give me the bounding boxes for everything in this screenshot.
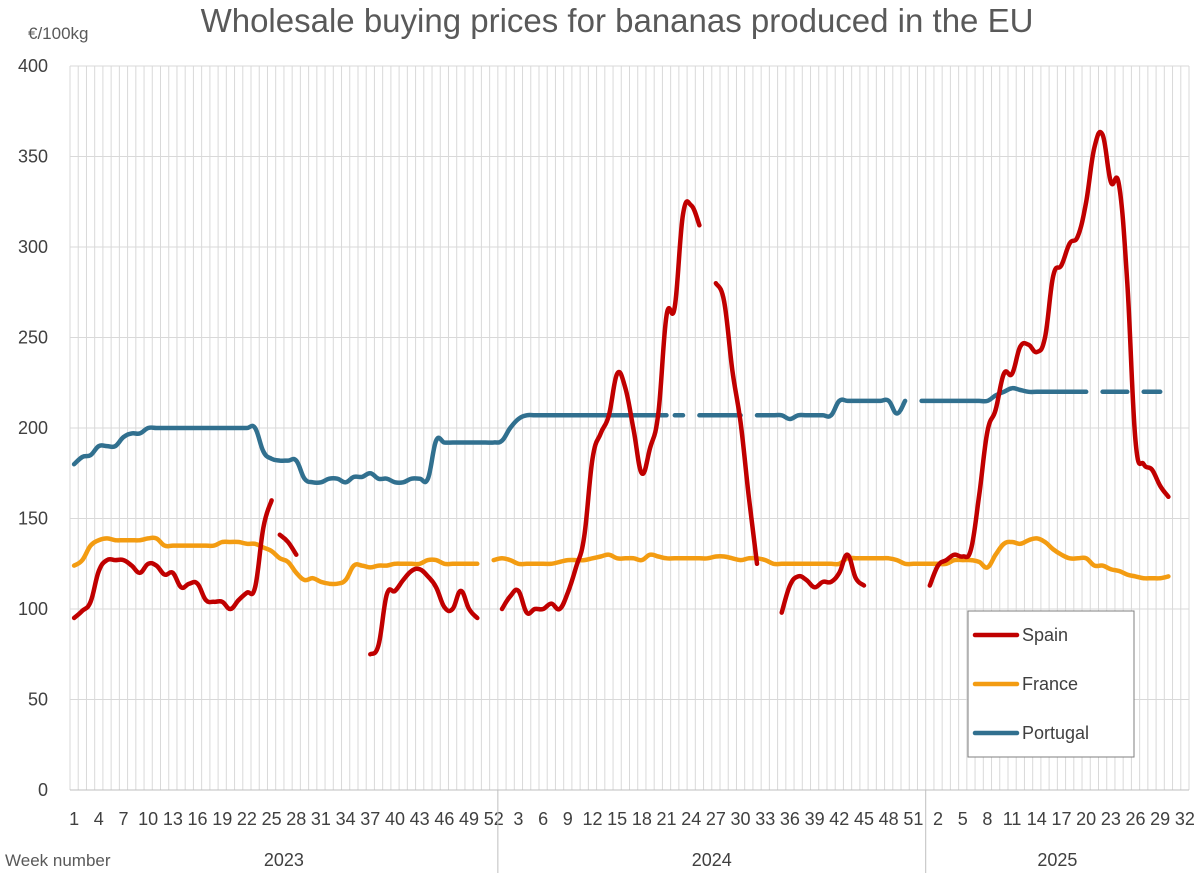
x-tick-label: 39	[805, 809, 825, 829]
x-tick-label: 10	[138, 809, 158, 829]
x-tick-label: 45	[854, 809, 874, 829]
x-tick-label: 13	[163, 809, 183, 829]
year-label: 2023	[264, 850, 304, 870]
series-france	[71, 535, 1171, 587]
x-tick-label: 37	[360, 809, 380, 829]
x-tick-label: 4	[94, 809, 104, 829]
x-tick-label: 16	[188, 809, 208, 829]
legend-label-portugal: Portugal	[1022, 723, 1089, 743]
x-tick-label: 19	[212, 809, 232, 829]
y-tick-label: 250	[18, 328, 48, 348]
x-tick-label: 27	[706, 809, 726, 829]
x-tick-label: 9	[563, 809, 573, 829]
x-tick-label: 40	[385, 809, 405, 829]
x-tick-label: 48	[879, 809, 899, 829]
legend-label-spain: Spain	[1022, 625, 1068, 645]
x-tick-label: 23	[1101, 809, 1121, 829]
x-tick-label: 49	[459, 809, 479, 829]
series-line-spain	[713, 280, 760, 567]
series-lines	[71, 129, 1171, 657]
x-tick-label: 26	[1126, 809, 1146, 829]
y-tick-label: 350	[18, 147, 48, 167]
year-label: 2024	[692, 850, 732, 870]
y-tick-label: 200	[18, 418, 48, 438]
x-tick-label: 25	[262, 809, 282, 829]
x-tick-label: 18	[632, 809, 652, 829]
x-tick-label: 20	[1076, 809, 1096, 829]
x-tick-label: 21	[657, 809, 677, 829]
legend-label-france: France	[1022, 674, 1078, 694]
y-tick-label: 100	[18, 599, 48, 619]
y-tick-label: 150	[18, 509, 48, 529]
x-tick-label: 31	[311, 809, 331, 829]
y-tick-label: 400	[18, 56, 48, 76]
y-tick-label: 0	[38, 780, 48, 800]
series-line-france	[491, 536, 1171, 581]
chart-title: Wholesale buying prices for bananas prod…	[201, 2, 1034, 39]
legend: Spain France Portugal	[967, 610, 1135, 758]
x-tick-label: 29	[1150, 809, 1170, 829]
series-line-spain	[779, 552, 867, 615]
series-spain	[71, 129, 1171, 657]
x-tick-label: 34	[336, 809, 356, 829]
x-tick-label: 51	[903, 809, 923, 829]
x-tick-label: 30	[731, 809, 751, 829]
x-tick-label: 36	[780, 809, 800, 829]
series-line-spain	[927, 129, 1171, 588]
x-tick-label: 28	[286, 809, 306, 829]
x-tick-label: 14	[1027, 809, 1047, 829]
series-line-portugal	[919, 385, 1089, 404]
x-tick-label: 3	[513, 809, 523, 829]
y-tick-label: 50	[28, 690, 48, 710]
x-tick-label: 22	[237, 809, 257, 829]
x-tick-label: 52	[484, 809, 504, 829]
series-line-spain	[71, 498, 274, 621]
x-tick-label: 24	[681, 809, 701, 829]
x-tick-label: 43	[410, 809, 430, 829]
series-line-spain	[499, 199, 702, 616]
x-tick-label: 46	[434, 809, 454, 829]
series-line-portugal	[71, 412, 669, 486]
x-tick-label: 33	[755, 809, 775, 829]
series-line-france	[71, 535, 480, 587]
year-label: 2025	[1037, 850, 1077, 870]
x-tick-label: 2	[933, 809, 943, 829]
x-tick-label: 32	[1175, 809, 1195, 829]
x-tick-label: 17	[1051, 809, 1071, 829]
x-tick-label: 15	[607, 809, 627, 829]
x-tick-label: 1	[69, 809, 79, 829]
y-tick-label: 300	[18, 237, 48, 257]
y-axis-label: €/100kg	[28, 24, 89, 43]
series-line-portugal	[754, 397, 908, 422]
x-tick-label: 6	[538, 809, 548, 829]
x-tick-label: 8	[982, 809, 992, 829]
series-line-spain	[277, 532, 299, 557]
x-tick-label: 7	[118, 809, 128, 829]
series-portugal	[71, 385, 1163, 486]
x-axis-label: Week number	[5, 851, 111, 870]
x-tick-label: 42	[829, 809, 849, 829]
series-line-spain	[368, 566, 480, 657]
x-tick-label: 5	[958, 809, 968, 829]
x-tick-label: 11	[1003, 809, 1022, 829]
x-tick-label: 12	[582, 809, 602, 829]
